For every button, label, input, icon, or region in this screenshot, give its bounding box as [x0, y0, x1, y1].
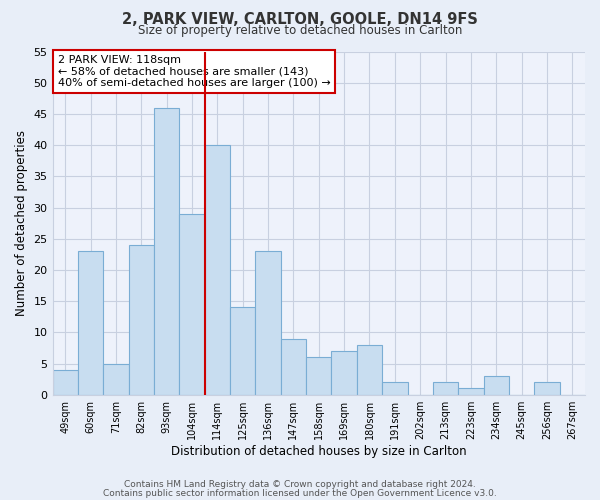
- Bar: [154, 108, 179, 395]
- Y-axis label: Number of detached properties: Number of detached properties: [15, 130, 28, 316]
- Text: 2 PARK VIEW: 118sqm
← 58% of detached houses are smaller (143)
40% of semi-detac: 2 PARK VIEW: 118sqm ← 58% of detached ho…: [58, 55, 331, 88]
- Bar: [331, 351, 357, 395]
- Text: 2, PARK VIEW, CARLTON, GOOLE, DN14 9FS: 2, PARK VIEW, CARLTON, GOOLE, DN14 9FS: [122, 12, 478, 28]
- Bar: [179, 214, 205, 394]
- Bar: [103, 364, 128, 394]
- Bar: [78, 251, 103, 394]
- Bar: [281, 338, 306, 394]
- Bar: [256, 251, 281, 394]
- Bar: [128, 245, 154, 394]
- Bar: [484, 376, 509, 394]
- Bar: [230, 308, 256, 394]
- Bar: [306, 358, 331, 395]
- X-axis label: Distribution of detached houses by size in Carlton: Distribution of detached houses by size …: [171, 444, 467, 458]
- Bar: [458, 388, 484, 394]
- Bar: [534, 382, 560, 394]
- Bar: [382, 382, 407, 394]
- Text: Contains public sector information licensed under the Open Government Licence v3: Contains public sector information licen…: [103, 488, 497, 498]
- Bar: [205, 145, 230, 394]
- Text: Size of property relative to detached houses in Carlton: Size of property relative to detached ho…: [138, 24, 462, 37]
- Bar: [433, 382, 458, 394]
- Text: Contains HM Land Registry data © Crown copyright and database right 2024.: Contains HM Land Registry data © Crown c…: [124, 480, 476, 489]
- Bar: [357, 345, 382, 395]
- Bar: [53, 370, 78, 394]
